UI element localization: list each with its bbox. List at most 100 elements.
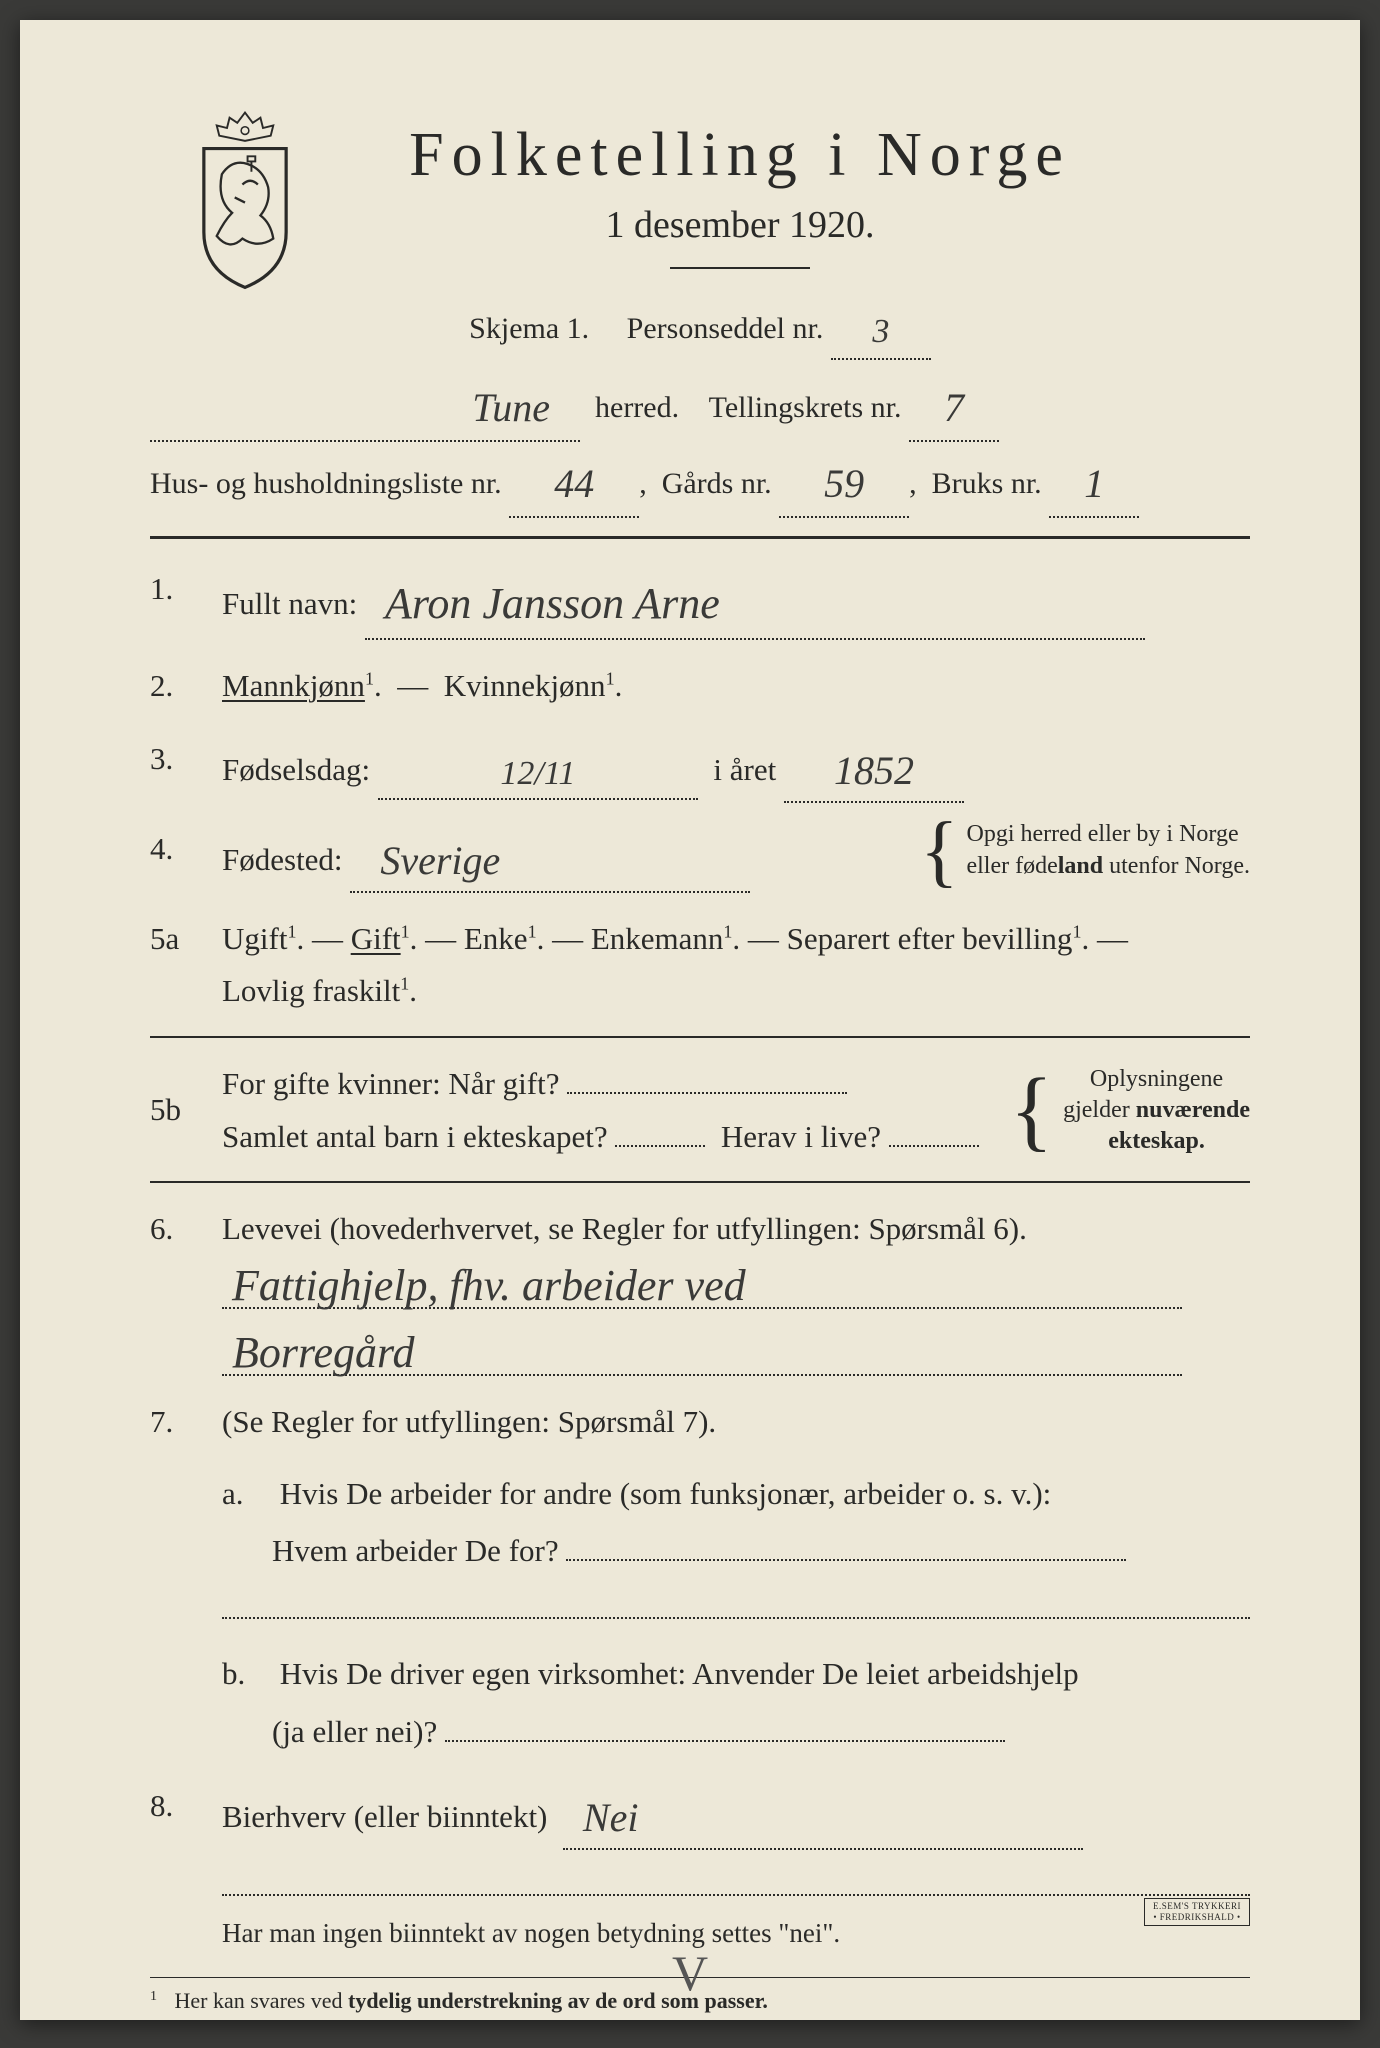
q5b-note-l2: gjelder nuværende <box>1063 1097 1250 1123</box>
q3-year: 1852 <box>834 737 914 805</box>
q3-year-field: 1852 <box>784 733 964 803</box>
coat-of-arms-icon <box>180 110 310 290</box>
printer-l1: E.SEM'S TRYKKERI <box>1153 1901 1241 1912</box>
hus-label: Hus- og husholdningsliste nr. <box>150 467 502 500</box>
q1-label: Fullt navn: <box>222 586 357 621</box>
q5a-enkemann: Enkemann <box>591 921 724 956</box>
q3: 3. Fødselsdag: 12/11 i året 1852 <box>150 733 1250 803</box>
herred-line: Tune herred. Tellingskrets nr. 7 <box>150 368 1250 442</box>
q7b-l1: Hvis De driver egen virksomhet: Anvender… <box>280 1656 1079 1691</box>
q5b-l1: For gifte kvinner: Når gift? <box>222 1066 559 1101</box>
tellingskrets-field: 7 <box>909 368 999 442</box>
q7b-letter: b. <box>222 1645 272 1702</box>
tellingskrets-label: Tellingskrets nr. <box>709 391 902 424</box>
skjema-label: Skjema 1. <box>469 312 589 345</box>
divider <box>670 267 810 269</box>
q2-num: 2. <box>150 660 222 713</box>
q4-value: Sverige <box>380 827 500 895</box>
q8-blank-line <box>222 1894 1250 1896</box>
q4-note-l1: Opgi herred eller by i Norge <box>966 821 1238 847</box>
gaards-label: Gårds nr. <box>662 467 772 500</box>
q5a: 5a Ugift1. — Gift1. — Enke1. — Enkemann1… <box>150 913 1250 1018</box>
q4-field: Sverige <box>350 823 750 893</box>
q3-aar-label: i året <box>713 752 776 787</box>
q7-num: 7. <box>150 1396 222 1449</box>
q8-field: Nei <box>563 1780 1083 1850</box>
divider <box>150 1181 1250 1183</box>
q1-num: 1. <box>150 563 222 640</box>
printer-stamp: E.SEM'S TRYKKERI • FREDRIKSHALD • <box>1144 1898 1250 1926</box>
q3-num: 3. <box>150 733 222 803</box>
q6-num: 6. <box>150 1203 222 1256</box>
q4-label: Fødested: <box>222 842 343 877</box>
herred-label: herred. <box>595 391 679 424</box>
q7b-field <box>445 1740 1005 1742</box>
q5b-gift-field <box>567 1092 847 1094</box>
q4: 4. Fødested: Sverige { Opgi herred eller… <box>150 823 1250 893</box>
q5a-fraskilt: Lovlig fraskilt <box>222 973 400 1008</box>
header: Folketelling i Norge 1 desember 1920. <box>150 120 1250 269</box>
hus-nr: 44 <box>554 448 594 520</box>
printer-l2: • FREDRIKSHALD • <box>1153 1912 1241 1923</box>
footnote-marker: 1 <box>150 1989 157 2004</box>
divider <box>150 536 1250 539</box>
q8: 8. Bierhverv (eller biinntekt) Nei <box>150 1780 1250 1850</box>
q7b-l2: (ja eller nei)? <box>272 1714 437 1749</box>
census-form-page: Folketelling i Norge 1 desember 1920. Sk… <box>20 20 1360 2020</box>
hus-line: Hus- og husholdningsliste nr. 44, Gårds … <box>150 444 1250 518</box>
q6-label: Levevei (hovederhvervet, se Regler for u… <box>222 1211 1027 1246</box>
hus-field: 44 <box>509 444 639 518</box>
q5b: 5b For gifte kvinner: Når gift? Samlet a… <box>150 1058 1250 1163</box>
q8-value: Nei <box>583 1784 639 1852</box>
q7a-blank-line <box>222 1617 1250 1619</box>
q5b-l2b: Herav i live? <box>721 1119 881 1154</box>
q6-value-l2: Borregård <box>232 1327 415 1378</box>
q1-field: Aron Jansson Arne <box>365 563 1145 640</box>
q8-num: 8. <box>150 1780 222 1850</box>
q7-label: (Se Regler for utfyllingen: Spørsmål 7). <box>222 1404 716 1439</box>
q2-kvinne: Kvinnekjønn <box>444 668 606 703</box>
personseddel-nr-field: 3 <box>831 297 931 360</box>
q5b-l2a: Samlet antal barn i ekteskapet? <box>222 1119 608 1154</box>
q7a-letter: a. <box>222 1465 272 1522</box>
q2: 2. Mannkjønn1. — Kvinnekjønn1. <box>150 660 1250 713</box>
q4-note-l2: eller fødeland utenfor Norge. <box>966 853 1250 879</box>
q5a-gift: Gift <box>351 921 401 956</box>
q7a-l2: Hvem arbeider De for? <box>272 1533 559 1568</box>
q7a-l1: Hvis De arbeider for andre (som funksjon… <box>280 1476 1052 1511</box>
herred-value: Tune <box>472 372 550 444</box>
q3-label: Fødselsdag: <box>222 752 370 787</box>
q6-l1-field: Fattighjelp, fhv. arbeider ved <box>222 1256 1182 1309</box>
herred-field: Tune <box>150 368 580 442</box>
q7a-field <box>566 1559 1126 1561</box>
q7: 7. (Se Regler for utfyllingen: Spørsmål … <box>150 1396 1250 1449</box>
q4-note: { Opgi herred eller by i Norge eller fød… <box>920 819 1250 883</box>
q4-num: 4. <box>150 823 222 893</box>
q6-value-l1: Fattighjelp, fhv. arbeider ved <box>232 1260 746 1311</box>
brace-icon: { <box>1010 1079 1053 1142</box>
q3-daymonth: 12/11 <box>500 745 575 803</box>
q6: 6. Levevei (hovederhvervet, se Regler fo… <box>150 1203 1250 1256</box>
q6-l2-field: Borregård <box>222 1323 1182 1376</box>
q5b-live-field <box>889 1145 979 1147</box>
skjema-line: Skjema 1. Personseddel nr. 3 <box>150 297 1250 360</box>
tellingskrets-nr: 7 <box>944 372 964 444</box>
q8-label: Bierhverv (eller biinntekt) <box>222 1799 547 1834</box>
q5b-note: { Oplysningene gjelder nuværende ekteska… <box>1010 1064 1250 1158</box>
q7b: b. Hvis De driver egen virksomhet: Anven… <box>222 1645 1250 1760</box>
personseddel-nr: 3 <box>872 301 889 362</box>
q5a-ugift: Ugift <box>222 921 287 956</box>
personseddel-label: Personseddel nr. <box>627 312 824 345</box>
q5a-enke: Enke <box>464 921 528 956</box>
gaards-nr: 59 <box>824 448 864 520</box>
bruks-field: 1 <box>1049 444 1139 518</box>
brace-icon: { <box>920 819 958 883</box>
q1-value: Aron Jansson Arne <box>385 567 720 642</box>
q5a-num: 5a <box>150 913 222 1018</box>
q6-answer: Fattighjelp, fhv. arbeider ved Borregård <box>222 1256 1250 1376</box>
q5b-num: 5b <box>150 1084 222 1137</box>
subtitle: 1 desember 1920. <box>230 203 1250 247</box>
gaards-field: 59 <box>779 444 909 518</box>
q5b-note-l3: ekteskap. <box>1108 1128 1205 1154</box>
bruks-nr: 1 <box>1084 448 1104 520</box>
